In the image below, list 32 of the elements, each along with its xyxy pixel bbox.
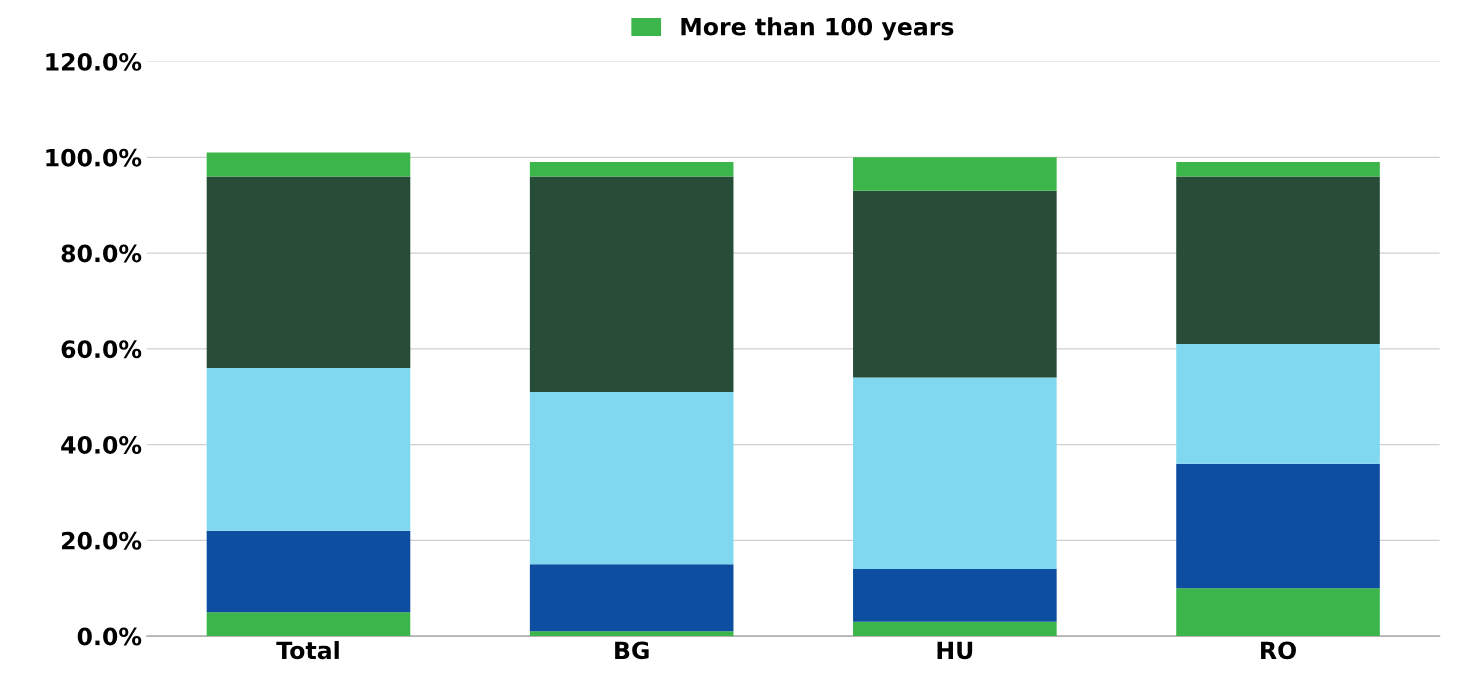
bar — [206, 367, 411, 531]
bar — [206, 612, 411, 637]
bar — [1176, 463, 1380, 589]
y-tick-label: 40.0% — [61, 436, 142, 454]
bar — [853, 377, 1057, 570]
y-tick-label: 120.0% — [46, 53, 142, 71]
bar — [529, 564, 734, 632]
y-tick-label: 100.0% — [46, 148, 142, 167]
bar — [853, 621, 1057, 637]
y-tick-label: 60.0% — [61, 340, 142, 359]
bar — [206, 530, 411, 613]
bar — [529, 162, 734, 177]
bar — [1176, 176, 1380, 345]
y-tick-label: 20.0% — [61, 531, 142, 550]
bar — [853, 190, 1057, 378]
bar — [853, 157, 1057, 191]
legend-label: More than 100 years — [681, 17, 954, 41]
bar — [206, 176, 411, 368]
x-tick-label: HU — [937, 641, 973, 660]
bar — [529, 391, 734, 565]
bar — [529, 176, 734, 392]
bar — [1176, 588, 1380, 637]
x-tick-label: BG — [615, 641, 649, 660]
x-tick-label: RO — [1261, 641, 1296, 660]
y-tick-label: 80.0% — [61, 244, 142, 263]
y-tick-label: 0.0% — [77, 627, 142, 646]
bar — [1176, 162, 1380, 177]
bar — [529, 631, 734, 637]
bar — [206, 152, 411, 177]
bar — [1176, 344, 1380, 464]
x-tick-label: Total — [276, 640, 339, 660]
bar — [853, 569, 1057, 622]
